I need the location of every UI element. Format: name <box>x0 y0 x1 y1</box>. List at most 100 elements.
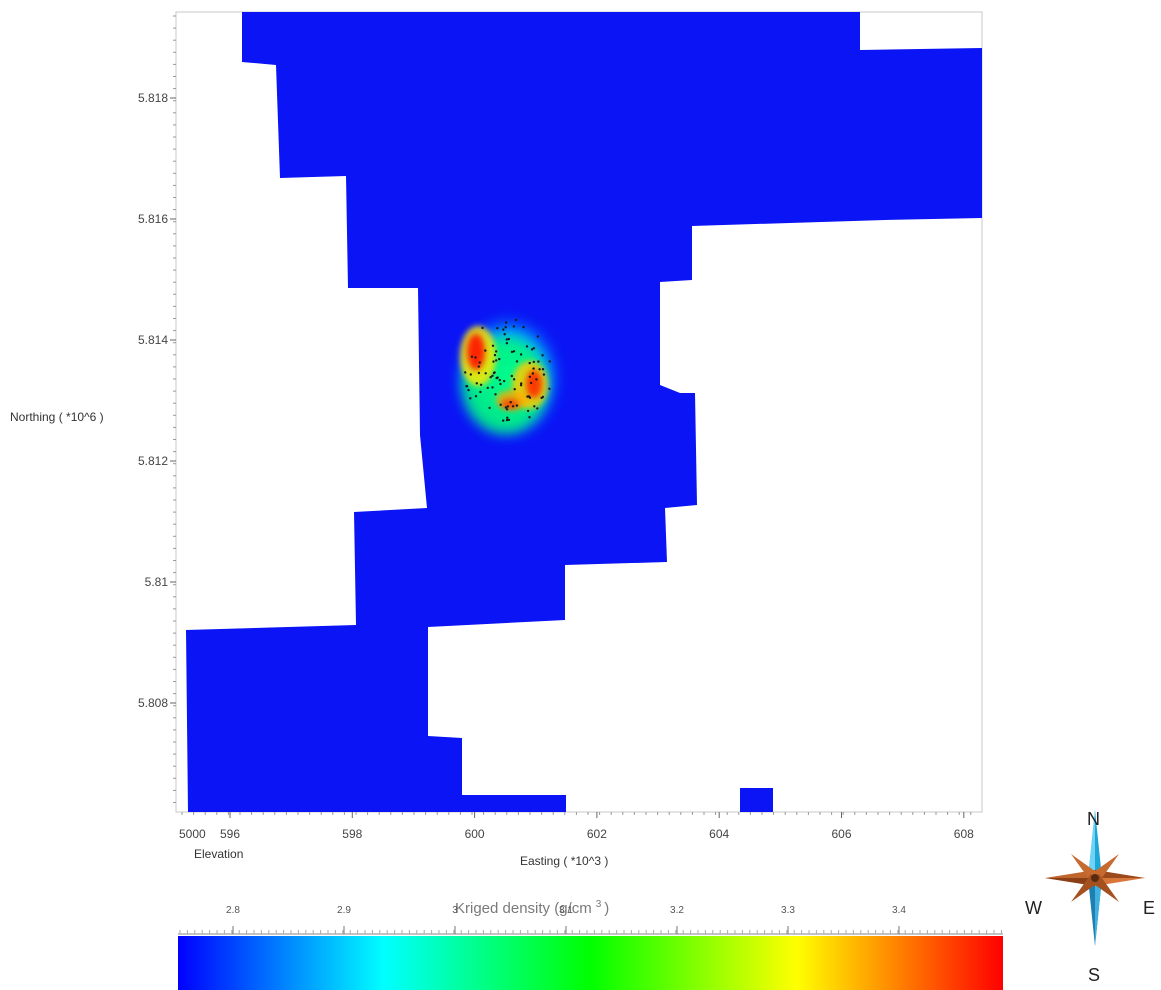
sample-point <box>531 372 535 375</box>
y-tick-label: 5.81 <box>145 575 169 589</box>
sample-point <box>535 378 538 381</box>
sample-point <box>512 378 516 381</box>
sample-point <box>541 368 545 371</box>
x-tick-label: 608 <box>954 827 974 841</box>
sample-point <box>538 368 541 371</box>
survey-footprint <box>186 12 982 812</box>
sample-point <box>478 361 481 364</box>
x-tick-label: 600 <box>465 827 485 841</box>
colorbar-tick-label: 3 <box>452 905 458 916</box>
sample-point <box>494 393 497 396</box>
sample-point <box>477 371 481 375</box>
y-axis: 5.818 5.816 5.814 5.812 5.81 5.808 <box>138 15 176 803</box>
sample-point <box>481 326 484 330</box>
sample-point <box>467 388 470 392</box>
sample-point <box>507 418 511 422</box>
sample-point <box>542 373 546 376</box>
sample-point <box>491 374 494 377</box>
colorbar-tick-label: 3.2 <box>670 905 684 916</box>
x-axis-title: Easting ( *10^3 ) <box>520 854 608 868</box>
sample-point <box>532 360 535 364</box>
sample-point <box>474 395 478 398</box>
sample-point <box>532 367 535 370</box>
sample-point <box>512 325 516 328</box>
y-tick-label: 5.818 <box>138 91 168 105</box>
sample-point <box>505 321 508 324</box>
sample-point <box>510 350 514 354</box>
colorbar-tick-label: 3.1 <box>559 905 573 916</box>
sample-point <box>492 371 496 375</box>
sample-point <box>465 385 468 388</box>
elevation-label: Elevation <box>194 847 243 861</box>
sample-point <box>492 360 495 363</box>
sample-point <box>502 419 505 422</box>
sample-point <box>522 325 525 329</box>
sample-point <box>505 418 509 422</box>
sample-point <box>504 406 508 409</box>
y-tick-label: 5.812 <box>138 454 168 468</box>
compass-icon <box>1045 810 1145 946</box>
sample-point <box>525 345 529 348</box>
sample-point <box>502 379 506 383</box>
sample-point <box>502 328 505 331</box>
sample-point <box>506 405 509 408</box>
sample-point <box>479 390 482 394</box>
compass-rose: N S E W <box>1025 809 1155 985</box>
sample-point <box>484 349 487 352</box>
x-tick-label: 604 <box>709 827 729 841</box>
colorbar-ticks: 2.8 2.9 3 3.1 3.2 3.3 3.4 <box>179 905 1002 934</box>
sample-point <box>510 374 513 378</box>
sample-point <box>520 382 523 385</box>
colorbar-tick-label: 3.3 <box>781 905 795 916</box>
sample-point <box>469 397 472 400</box>
sample-point <box>493 353 497 357</box>
sample-point <box>509 401 512 404</box>
sample-point <box>505 338 508 341</box>
sample-point <box>505 342 509 345</box>
sample-point <box>498 378 501 382</box>
colorbar-title: Kriged density (g/cm 3) <box>455 899 609 917</box>
sample-point <box>495 359 498 362</box>
sample-point <box>548 387 551 390</box>
sample-point <box>536 335 539 338</box>
sample-point <box>488 406 491 410</box>
sample-point <box>530 348 534 351</box>
sample-point <box>491 386 494 389</box>
sample-point <box>529 381 533 385</box>
sample-point <box>548 360 551 363</box>
x-tick-label: 606 <box>831 827 851 841</box>
compass-north: N <box>1087 809 1100 829</box>
sample-point <box>528 375 532 378</box>
compass-west: W <box>1025 898 1042 918</box>
sample-point <box>513 388 516 391</box>
colorbar-tick-label: 2.8 <box>226 905 240 916</box>
survey-block-small <box>740 788 773 812</box>
density-anomaly <box>452 312 564 444</box>
sample-point <box>496 376 499 379</box>
colorbar-tick-label: 3.4 <box>892 905 906 916</box>
sample-points <box>464 318 551 422</box>
sample-point <box>495 350 498 353</box>
y-tick-label: 5.808 <box>138 696 168 710</box>
sample-point <box>540 396 543 400</box>
sample-point <box>477 365 480 368</box>
sample-point <box>526 409 530 413</box>
sample-point <box>526 395 529 398</box>
sample-point <box>464 371 467 374</box>
y-tick-label: 5.816 <box>138 212 168 226</box>
sample-point <box>475 382 478 385</box>
x-tick-label: 598 <box>342 827 362 841</box>
sample-point <box>537 360 540 363</box>
sample-point <box>504 326 507 329</box>
x-axis: 596 598 600 602 604 606 608 <box>181 812 974 841</box>
sample-point <box>498 357 501 361</box>
sample-point <box>515 404 519 407</box>
sample-point <box>491 344 495 347</box>
sample-point <box>533 405 536 408</box>
elevation-value: 5000 <box>179 827 206 841</box>
compass-east: E <box>1143 898 1155 918</box>
sample-point <box>486 386 489 390</box>
y-axis-title: Northing ( *10^6 ) <box>10 410 104 424</box>
sample-point <box>541 354 544 357</box>
